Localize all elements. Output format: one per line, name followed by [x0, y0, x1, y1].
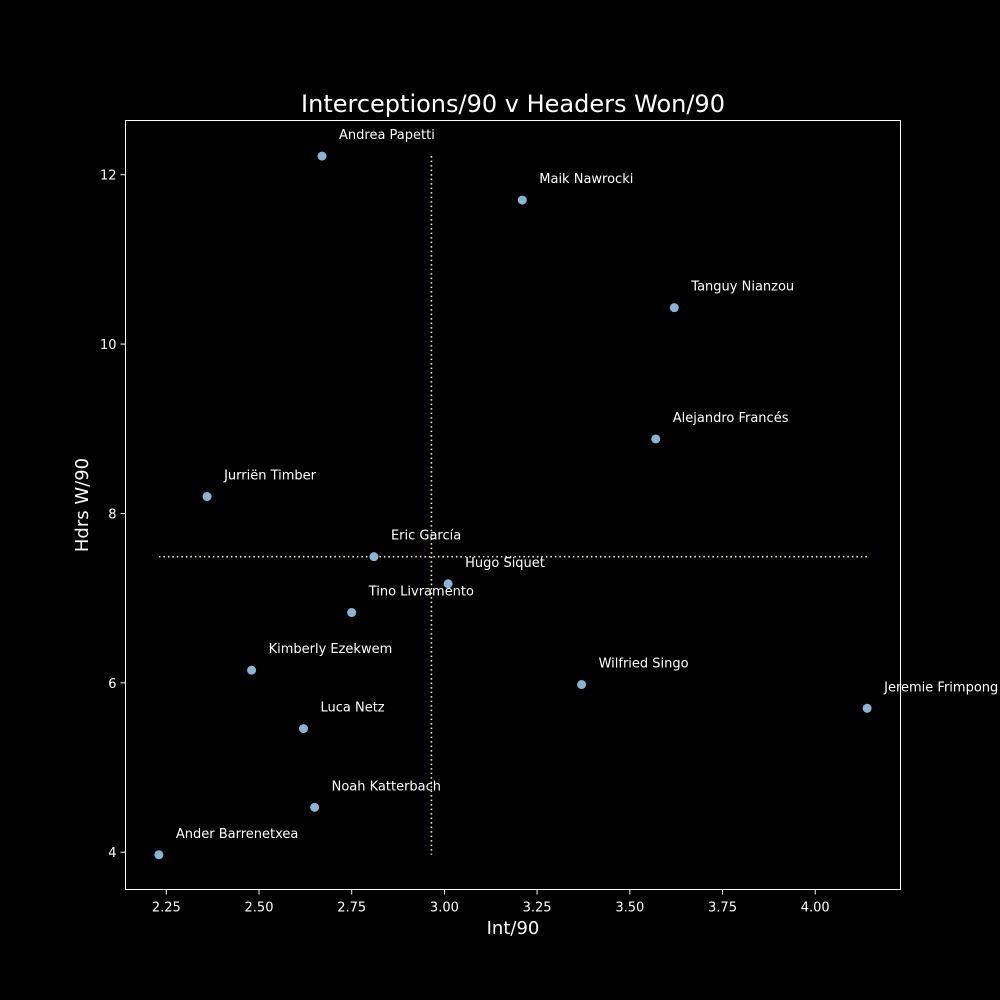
data-point	[369, 552, 379, 562]
data-point	[298, 724, 308, 734]
y-tick-label: 4	[108, 846, 116, 861]
data-point	[317, 151, 327, 161]
data-point	[517, 195, 527, 205]
data-point	[154, 850, 164, 860]
point-label: Jeremie Frimpong	[883, 680, 998, 695]
data-point	[247, 665, 257, 675]
point-label: Kimberly Ezekwem	[269, 642, 393, 657]
data-points	[154, 151, 872, 860]
data-point	[202, 492, 212, 502]
point-labels: Andrea Papetti Maik Nawrocki Tanguy Nianzo…	[176, 128, 998, 842]
x-tick-label: 3.00	[430, 901, 459, 916]
reference-lines	[158, 156, 868, 855]
point-label: Wilfried Singo	[599, 657, 689, 672]
x-tick-label: 2.25	[152, 901, 181, 916]
data-point	[669, 303, 679, 313]
chart-title: Interceptions/90 v Headers Won/90	[301, 90, 725, 118]
point-label: Ander Barrenetxea	[176, 827, 299, 842]
y-axis-label: Hdrs W/90	[72, 458, 93, 552]
point-label: Jurriën Timber	[223, 469, 317, 484]
x-tick-label: 3.25	[523, 901, 552, 916]
point-label: Tanguy Nianzou	[690, 280, 794, 295]
data-point	[651, 434, 661, 444]
x-tick-label: 3.75	[708, 901, 737, 916]
y-tick-label: 10	[100, 338, 117, 353]
data-point	[862, 703, 872, 713]
point-label: Eric García	[391, 529, 461, 544]
data-point	[443, 579, 453, 589]
point-label: Hugo Siquet	[465, 556, 545, 571]
y-tick-label: 8	[108, 507, 116, 522]
plot-area-frame	[125, 120, 901, 890]
x-tick-label: 2.75	[337, 901, 366, 916]
x-axis-label: Int/90	[487, 918, 540, 939]
data-point	[310, 802, 320, 812]
point-label: Alejandro Francés	[673, 411, 789, 426]
x-tick-label: 2.50	[245, 901, 274, 916]
point-label: Noah Katterbach	[332, 779, 441, 794]
data-point	[347, 608, 357, 618]
x-axis-ticks: 2.25 2.50 2.75 3.00 3.25 3.50 3.75 4.00	[152, 889, 830, 916]
point-label: Andrea Papetti	[339, 128, 435, 143]
x-tick-label: 3.50	[615, 901, 644, 916]
point-label: Tino Livramento	[368, 585, 474, 600]
y-tick-label: 6	[108, 677, 116, 692]
data-point	[577, 680, 587, 690]
y-tick-label: 12	[100, 169, 117, 184]
y-axis-ticks: 4 6 8 10 12	[100, 169, 126, 861]
x-tick-label: 4.00	[801, 901, 830, 916]
point-label: Luca Netz	[320, 701, 384, 716]
point-label: Maik Nawrocki	[539, 172, 633, 187]
